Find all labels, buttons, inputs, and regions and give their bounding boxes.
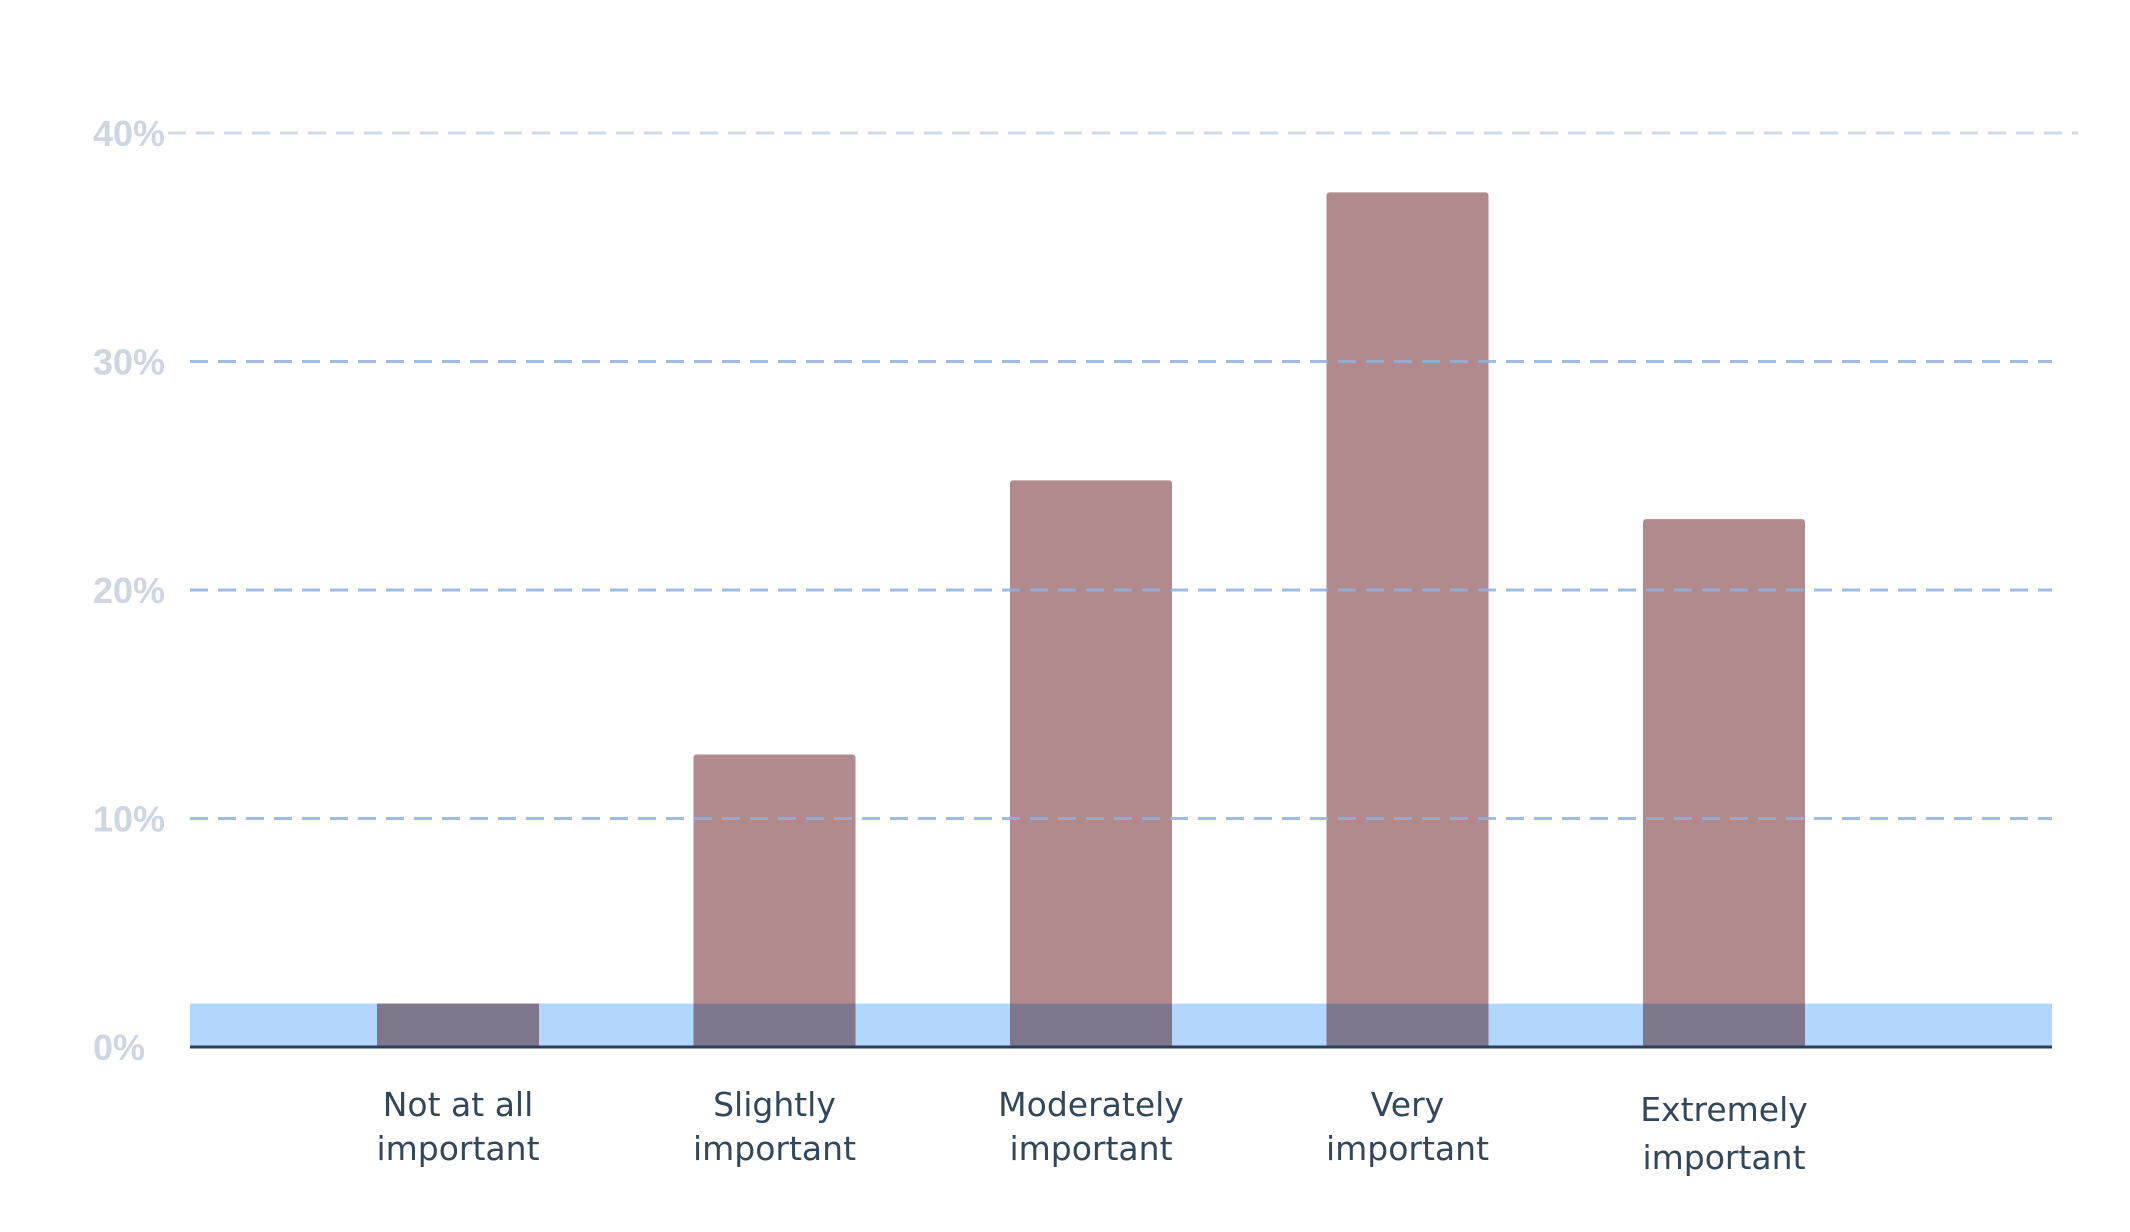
y-tick-label: 30% — [93, 342, 165, 383]
x-tick-label: Very — [1371, 1085, 1444, 1124]
x-tick-label: important — [1009, 1129, 1172, 1168]
bar-band-overlap — [1010, 1003, 1172, 1047]
y-tick-label-layer: 0% 10% 20% 30% 40% — [93, 113, 165, 1068]
gridline-layer — [168, 131, 2078, 820]
bar-band-overlap — [1326, 1003, 1489, 1047]
x-tick-label: important — [376, 1129, 539, 1168]
x-tick-label: Not at all — [383, 1085, 534, 1124]
bar — [1010, 480, 1172, 1047]
x-tick-label: Moderately — [998, 1085, 1184, 1124]
x-tick-label: important — [1642, 1138, 1805, 1177]
x-tick-label: Extremely — [1640, 1090, 1808, 1129]
y-tick-label: 0% — [93, 1027, 145, 1068]
x-tick-label: Slightly — [713, 1085, 836, 1124]
x-tick-label: important — [1326, 1129, 1489, 1168]
x-tick-label: important — [693, 1129, 856, 1168]
y-tick-label: 40% — [93, 113, 165, 154]
x-tick-label-layer: Not at all important Slightly important Mode… — [376, 1085, 1807, 1177]
bar — [1643, 519, 1805, 1047]
bar-band-overlap — [693, 1003, 856, 1047]
bar-band-overlap — [1643, 1003, 1805, 1047]
bar-band-overlap — [377, 1003, 539, 1047]
y-tick-label: 10% — [93, 799, 165, 840]
bar-layer — [377, 192, 1805, 1047]
y-tick-label: 20% — [93, 570, 165, 611]
bar — [693, 754, 856, 1047]
bar — [1326, 192, 1489, 1047]
